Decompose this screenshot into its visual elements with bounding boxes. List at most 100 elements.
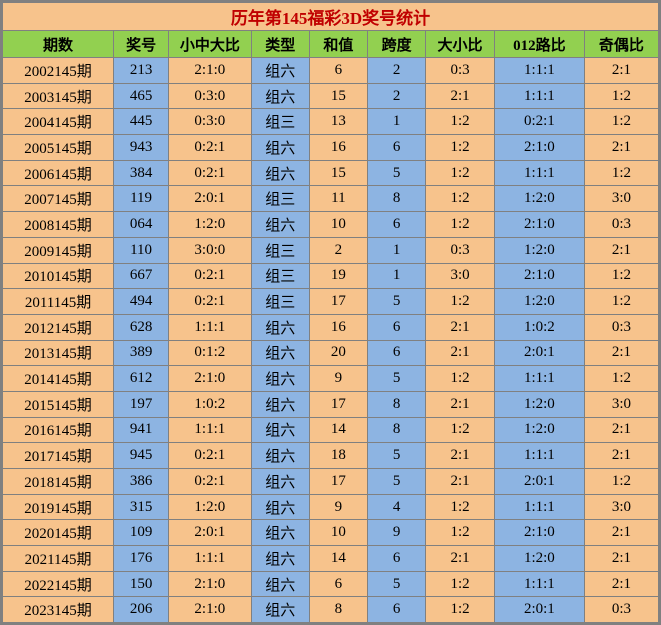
cell-oddeven: 2:1	[584, 417, 658, 443]
cell-span: 5	[367, 366, 425, 392]
cell-oddeven: 1:2	[584, 289, 658, 315]
table-row: 2020145期1092:0:1组六1091:22:1:02:1	[3, 520, 659, 546]
cell-number: 465	[114, 83, 169, 109]
cell-period: 2019145期	[3, 494, 114, 520]
table-body: 2002145期2132:1:0组六620:31:1:12:12003145期4…	[3, 58, 659, 623]
cell-span: 8	[367, 417, 425, 443]
cell-bigsmall: 2:1	[426, 469, 495, 495]
cell-ratio: 2:1:0	[169, 58, 252, 84]
cell-period: 2009145期	[3, 237, 114, 263]
cell-road: 1:2:0	[494, 417, 584, 443]
cell-period: 2002145期	[3, 58, 114, 84]
table-row: 2009145期1103:0:0组三210:31:2:02:1	[3, 237, 659, 263]
cell-type: 组三	[251, 109, 309, 135]
cell-number: 315	[114, 494, 169, 520]
cell-ratio: 1:2:0	[169, 494, 252, 520]
cell-number: 445	[114, 109, 169, 135]
cell-span: 1	[367, 263, 425, 289]
cell-road: 2:1:0	[494, 135, 584, 161]
cell-number: 494	[114, 289, 169, 315]
cell-span: 6	[367, 212, 425, 238]
cell-oddeven: 2:1	[584, 520, 658, 546]
cell-sum: 2	[309, 237, 367, 263]
cell-number: 109	[114, 520, 169, 546]
cell-type: 组三	[251, 263, 309, 289]
col-sum: 和值	[309, 31, 367, 58]
table-row: 2014145期6122:1:0组六951:21:1:11:2	[3, 366, 659, 392]
cell-period: 2008145期	[3, 212, 114, 238]
table-row: 2011145期4940:2:1组三1751:21:2:01:2	[3, 289, 659, 315]
cell-bigsmall: 1:2	[426, 186, 495, 212]
cell-ratio: 0:1:2	[169, 340, 252, 366]
cell-span: 2	[367, 58, 425, 84]
cell-span: 6	[367, 546, 425, 572]
cell-type: 组六	[251, 366, 309, 392]
cell-oddeven: 2:1	[584, 546, 658, 572]
cell-bigsmall: 1:2	[426, 135, 495, 161]
table-row: 2022145期1502:1:0组六651:21:1:12:1	[3, 571, 659, 597]
col-period: 期数	[3, 31, 114, 58]
table-row: 2015145期1971:0:2组六1782:11:2:03:0	[3, 391, 659, 417]
cell-span: 5	[367, 160, 425, 186]
cell-bigsmall: 3:0	[426, 263, 495, 289]
cell-span: 5	[367, 469, 425, 495]
cell-period: 2011145期	[3, 289, 114, 315]
col-road: 012路比	[494, 31, 584, 58]
cell-period: 2014145期	[3, 366, 114, 392]
cell-sum: 19	[309, 263, 367, 289]
cell-bigsmall: 2:1	[426, 314, 495, 340]
cell-number: 064	[114, 212, 169, 238]
cell-sum: 6	[309, 58, 367, 84]
cell-number: 119	[114, 186, 169, 212]
cell-type: 组六	[251, 314, 309, 340]
cell-oddeven: 3:0	[584, 494, 658, 520]
cell-type: 组三	[251, 186, 309, 212]
cell-number: 110	[114, 237, 169, 263]
cell-period: 2020145期	[3, 520, 114, 546]
cell-span: 8	[367, 391, 425, 417]
cell-road: 1:2:0	[494, 391, 584, 417]
cell-ratio: 0:2:1	[169, 289, 252, 315]
cell-oddeven: 0:3	[584, 314, 658, 340]
cell-sum: 10	[309, 212, 367, 238]
cell-type: 组六	[251, 391, 309, 417]
cell-road: 1:2:0	[494, 546, 584, 572]
cell-bigsmall: 1:2	[426, 494, 495, 520]
lottery-table: 历年第145福彩3D奖号统计 期数 奖号 小中大比 类型 和值 跨度 大小比 0…	[2, 2, 659, 623]
cell-road: 2:1:0	[494, 263, 584, 289]
cell-ratio: 1:2:0	[169, 212, 252, 238]
cell-period: 2022145期	[3, 571, 114, 597]
cell-span: 4	[367, 494, 425, 520]
cell-sum: 16	[309, 135, 367, 161]
title-row: 历年第145福彩3D奖号统计	[3, 3, 659, 31]
cell-period: 2016145期	[3, 417, 114, 443]
cell-bigsmall: 2:1	[426, 340, 495, 366]
cell-number: 389	[114, 340, 169, 366]
table-row: 2012145期6281:1:1组六1662:11:0:20:3	[3, 314, 659, 340]
cell-sum: 15	[309, 83, 367, 109]
cell-oddeven: 1:2	[584, 109, 658, 135]
cell-number: 943	[114, 135, 169, 161]
cell-number: 150	[114, 571, 169, 597]
cell-ratio: 2:0:1	[169, 520, 252, 546]
cell-span: 1	[367, 237, 425, 263]
cell-road: 2:1:0	[494, 212, 584, 238]
cell-ratio: 1:1:1	[169, 546, 252, 572]
col-number: 奖号	[114, 31, 169, 58]
cell-period: 2012145期	[3, 314, 114, 340]
cell-road: 2:0:1	[494, 469, 584, 495]
cell-type: 组六	[251, 417, 309, 443]
col-span: 跨度	[367, 31, 425, 58]
cell-ratio: 2:0:1	[169, 186, 252, 212]
cell-bigsmall: 2:1	[426, 83, 495, 109]
cell-ratio: 2:1:0	[169, 366, 252, 392]
cell-road: 1:0:2	[494, 314, 584, 340]
cell-bigsmall: 1:2	[426, 160, 495, 186]
cell-road: 1:1:1	[494, 571, 584, 597]
cell-oddeven: 2:1	[584, 443, 658, 469]
cell-type: 组三	[251, 289, 309, 315]
cell-bigsmall: 1:2	[426, 366, 495, 392]
cell-period: 2007145期	[3, 186, 114, 212]
col-oddeven: 奇偶比	[584, 31, 658, 58]
col-ratio: 小中大比	[169, 31, 252, 58]
